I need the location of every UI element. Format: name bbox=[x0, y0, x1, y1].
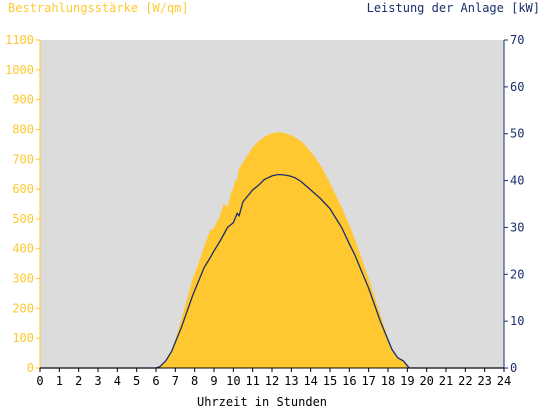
right-axis-tick-label: 40 bbox=[510, 174, 524, 188]
right-axis-tick-label: 60 bbox=[510, 80, 524, 94]
x-axis-tick-label: 9 bbox=[210, 374, 217, 388]
x-axis-tick-label: 18 bbox=[381, 374, 395, 388]
right-axis-tick-label: 0 bbox=[510, 361, 517, 375]
x-axis-tick-label: 7 bbox=[172, 374, 179, 388]
x-axis-tick-label: 12 bbox=[265, 374, 279, 388]
x-axis-tick-label: 3 bbox=[94, 374, 101, 388]
x-axis-tick-label: 14 bbox=[303, 374, 317, 388]
x-axis-title: Uhrzeit in Stunden bbox=[197, 395, 327, 408]
x-axis-tick-label: 10 bbox=[226, 374, 240, 388]
irradiance-area bbox=[40, 132, 504, 368]
left-axis-tick-label: 200 bbox=[12, 301, 34, 315]
x-axis-tick-label: 8 bbox=[191, 374, 198, 388]
left-axis-tick-label: 600 bbox=[12, 182, 34, 196]
left-axis-tick-label: 700 bbox=[12, 152, 34, 166]
x-axis-tick-label: 0 bbox=[36, 374, 43, 388]
right-axis-title: Leistung der Anlage [kW] bbox=[367, 1, 540, 15]
x-axis-tick-label: 20 bbox=[419, 374, 433, 388]
power-line bbox=[40, 173, 504, 369]
left-axis-tick-label: 100 bbox=[12, 331, 34, 345]
x-axis-tick-label: 23 bbox=[477, 374, 491, 388]
axes-layer: 0100200300400500600700800900100011000102… bbox=[5, 33, 524, 388]
right-axis-tick-label: 50 bbox=[510, 127, 524, 141]
x-axis-tick-label: 1 bbox=[56, 374, 63, 388]
left-axis-title: Bestrahlungsstärke [W/qm] bbox=[8, 1, 189, 15]
x-axis-tick-label: 6 bbox=[152, 374, 159, 388]
left-axis-tick-label: 300 bbox=[12, 272, 34, 286]
right-axis-tick-label: 70 bbox=[510, 33, 524, 47]
left-axis-tick-label: 400 bbox=[12, 242, 34, 256]
series-layer bbox=[40, 132, 504, 369]
x-axis-tick-label: 15 bbox=[323, 374, 337, 388]
left-axis-tick-label: 500 bbox=[12, 212, 34, 226]
left-axis-tick-label: 900 bbox=[12, 93, 34, 107]
right-axis-tick-label: 10 bbox=[510, 314, 524, 328]
x-axis-tick-label: 11 bbox=[245, 374, 259, 388]
left-axis-tick-label: 1000 bbox=[5, 63, 34, 77]
x-axis-tick-label: 4 bbox=[114, 374, 121, 388]
x-axis-tick-label: 19 bbox=[400, 374, 414, 388]
x-axis-tick-label: 2 bbox=[75, 374, 82, 388]
right-axis-tick-label: 30 bbox=[510, 220, 524, 234]
right-axis-tick-label: 20 bbox=[510, 267, 524, 281]
x-axis-tick-label: 13 bbox=[284, 374, 298, 388]
x-axis-tick-label: 24 bbox=[497, 374, 511, 388]
x-axis-tick-label: 17 bbox=[361, 374, 375, 388]
left-axis-tick-label: 800 bbox=[12, 122, 34, 136]
left-axis-tick-label: 1100 bbox=[5, 33, 34, 47]
left-axis-tick-label: 0 bbox=[27, 361, 34, 375]
x-axis-tick-label: 5 bbox=[133, 374, 140, 388]
x-axis-tick-label: 16 bbox=[342, 374, 356, 388]
x-axis-tick-label: 22 bbox=[458, 374, 472, 388]
x-axis-tick-label: 21 bbox=[439, 374, 453, 388]
